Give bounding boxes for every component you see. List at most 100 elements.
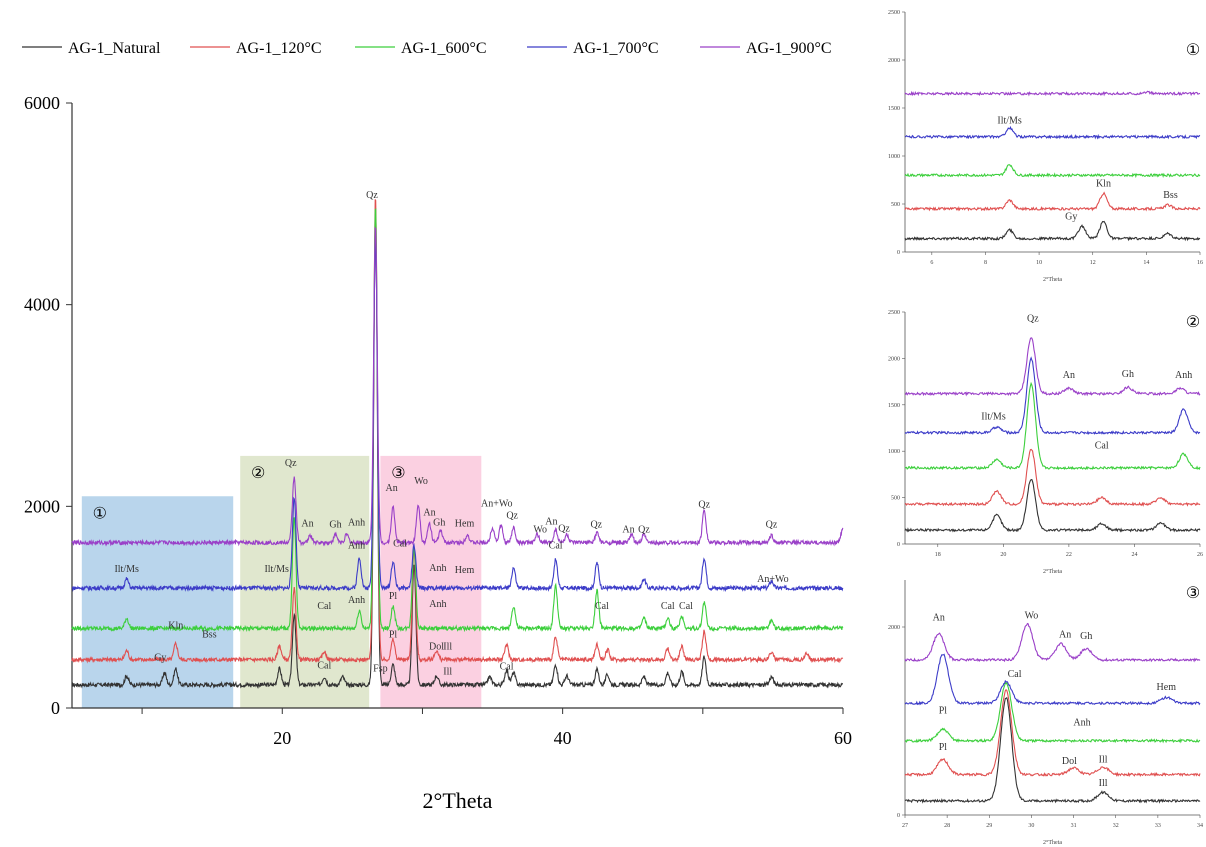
inset-peak-label: Ilt/Ms <box>997 115 1022 126</box>
inset-peak-label: Cal <box>1095 440 1109 451</box>
y-tick-label: 6000 <box>24 93 60 113</box>
peak-label: Qz <box>766 520 778 531</box>
legend-label: AG-1_700°C <box>573 40 659 57</box>
inset-series-line-AG-1_600°C <box>904 681 1201 744</box>
peak-label: Cal <box>317 661 331 672</box>
inset-series-line-AG-1_120°C <box>904 448 1201 507</box>
peak-label: An+Wo <box>481 498 513 509</box>
inset-y-tick-label: 500 <box>891 496 900 502</box>
inset-x-tick-label: 10 <box>1036 260 1042 266</box>
peak-label: Ilt/Ms <box>264 564 289 575</box>
peak-label: An <box>385 483 397 494</box>
inset-peak-label: Ilt/Ms <box>981 412 1006 423</box>
region-label: ② <box>251 465 265 482</box>
inset-series-line-AG-1_900°C <box>904 90 1201 97</box>
peak-label: Pl <box>389 591 398 602</box>
inset-label: ① <box>1186 42 1200 59</box>
peak-label: Qz <box>590 520 602 531</box>
inset-y-tick-label: 1000 <box>888 449 900 455</box>
inset-y-tick-label: 1500 <box>888 106 900 112</box>
peak-label: Qz <box>698 499 710 510</box>
inset-series-line-AG-1_900°C <box>904 337 1201 397</box>
inset-x-title: 2°Theta <box>1043 839 1062 846</box>
inset-peak-label: Gh <box>1080 631 1092 642</box>
inset-2: 0 500 1000 1500 2000 2500 18 20 22 24 26 2°Theta ② Qz… <box>888 310 1203 575</box>
inset-x-tick-label: 24 <box>1131 552 1137 558</box>
peak-label: Ilt/Ms <box>114 564 139 575</box>
shaded-region-2 <box>240 455 370 708</box>
peak-label: An <box>622 525 634 536</box>
inset-3: 0 2000 27 28 29 30 31 32 33 34 2°Theta ③ An Wo An Gh Cal… <box>888 580 1203 846</box>
inset-y-tick-label: 0 <box>897 542 900 548</box>
peak-label: Gh <box>433 517 445 528</box>
inset-x-tick-label: 33 <box>1155 823 1161 829</box>
inset-x-title: 2°Theta <box>1043 276 1062 283</box>
peak-label: Cal <box>661 601 675 612</box>
shaded-region-3 <box>380 455 482 708</box>
inset-x-tick-label: 14 <box>1143 260 1149 266</box>
series-line-AG-1_120°C <box>71 199 844 664</box>
peak-label: Anh <box>348 517 365 528</box>
inset-x-tick-label: 20 <box>1000 552 1006 558</box>
inset-x-tick-label: 22 <box>1066 552 1072 558</box>
inset-x-tick-label: 30 <box>1028 823 1034 829</box>
legend-label: AG-1_Natural <box>68 40 161 57</box>
inset-x-tick-label: 31 <box>1071 823 1077 829</box>
legend-label: AG-1_600°C <box>401 40 487 57</box>
inset-label: ② <box>1186 314 1200 331</box>
inset-peak-label: Wo <box>1025 611 1039 622</box>
peak-label: Anh <box>348 595 365 606</box>
shaded-region-1 <box>81 496 234 708</box>
inset-x-tick-label: 18 <box>935 552 941 558</box>
peak-label: Fsp <box>373 664 387 675</box>
inset-series-line-AG-1_700°C <box>904 653 1201 706</box>
peak-label: Ill <box>443 642 452 653</box>
inset-x-tick-label: 16 <box>1197 260 1203 266</box>
peak-label: Wo <box>533 525 547 536</box>
inset-x-tick-label: 28 <box>944 823 950 829</box>
peak-label: An+Wo <box>757 574 789 585</box>
inset-series-line-AG-1_Natural <box>904 696 1201 804</box>
inset-peak-label: Gy <box>1065 211 1077 222</box>
inset-series-line-AG-1_700°C <box>904 356 1201 435</box>
peak-label: Qz <box>285 458 297 469</box>
peak-label: Pl <box>389 629 398 640</box>
peak-label: Cal <box>595 601 609 612</box>
inset-y-tick-label: 2000 <box>888 58 900 64</box>
peak-label: Cal <box>679 601 693 612</box>
inset-label: ③ <box>1186 585 1200 602</box>
series-line-AG-1_Natural <box>71 220 844 689</box>
peak-label: An <box>545 516 557 527</box>
peak-label: Anh <box>429 563 446 574</box>
series-line-AG-1_700°C <box>71 238 844 593</box>
inset-peak-label: Anh <box>1175 370 1192 381</box>
inset-y-tick-label: 2500 <box>888 310 900 316</box>
peak-label: Gh <box>329 520 341 531</box>
inset-y-tick-label: 2000 <box>888 356 900 362</box>
peak-label: Cal <box>500 662 514 673</box>
peak-label: Wo <box>414 476 428 487</box>
peak-label: Qz <box>638 525 650 536</box>
inset-peak-label: Pl <box>939 742 948 753</box>
inset-peak-label: Bss <box>1163 190 1178 201</box>
peak-label: Cal <box>393 539 407 550</box>
x-tick-label: 60 <box>834 728 852 748</box>
inset-1: 0 500 1000 1500 2000 2500 6 8 10 12 14 16 2°Theta ① Il… <box>888 10 1203 283</box>
inset-x-tick-label: 12 <box>1090 260 1096 266</box>
peak-label: Cal <box>549 541 563 552</box>
inset-y-tick-label: 0 <box>897 250 900 256</box>
inset-x-title: 2°Theta <box>1043 568 1062 575</box>
x-tick-label: 40 <box>554 728 572 748</box>
peak-label: Qz <box>366 190 378 201</box>
y-tick-label: 2000 <box>24 496 60 516</box>
peak-label: Ill <box>443 667 452 678</box>
peak-label: Hem <box>455 519 475 530</box>
legend: AG-1_Natural AG-1_120°C AG-1_600°C AG-1_700… <box>22 40 832 57</box>
legend-label: AG-1_900°C <box>746 40 832 57</box>
inset-x-tick-label: 27 <box>902 823 908 829</box>
peak-label: Cal <box>317 601 331 612</box>
peak-label: Dol <box>429 642 444 653</box>
peak-label: Qz <box>558 524 570 535</box>
